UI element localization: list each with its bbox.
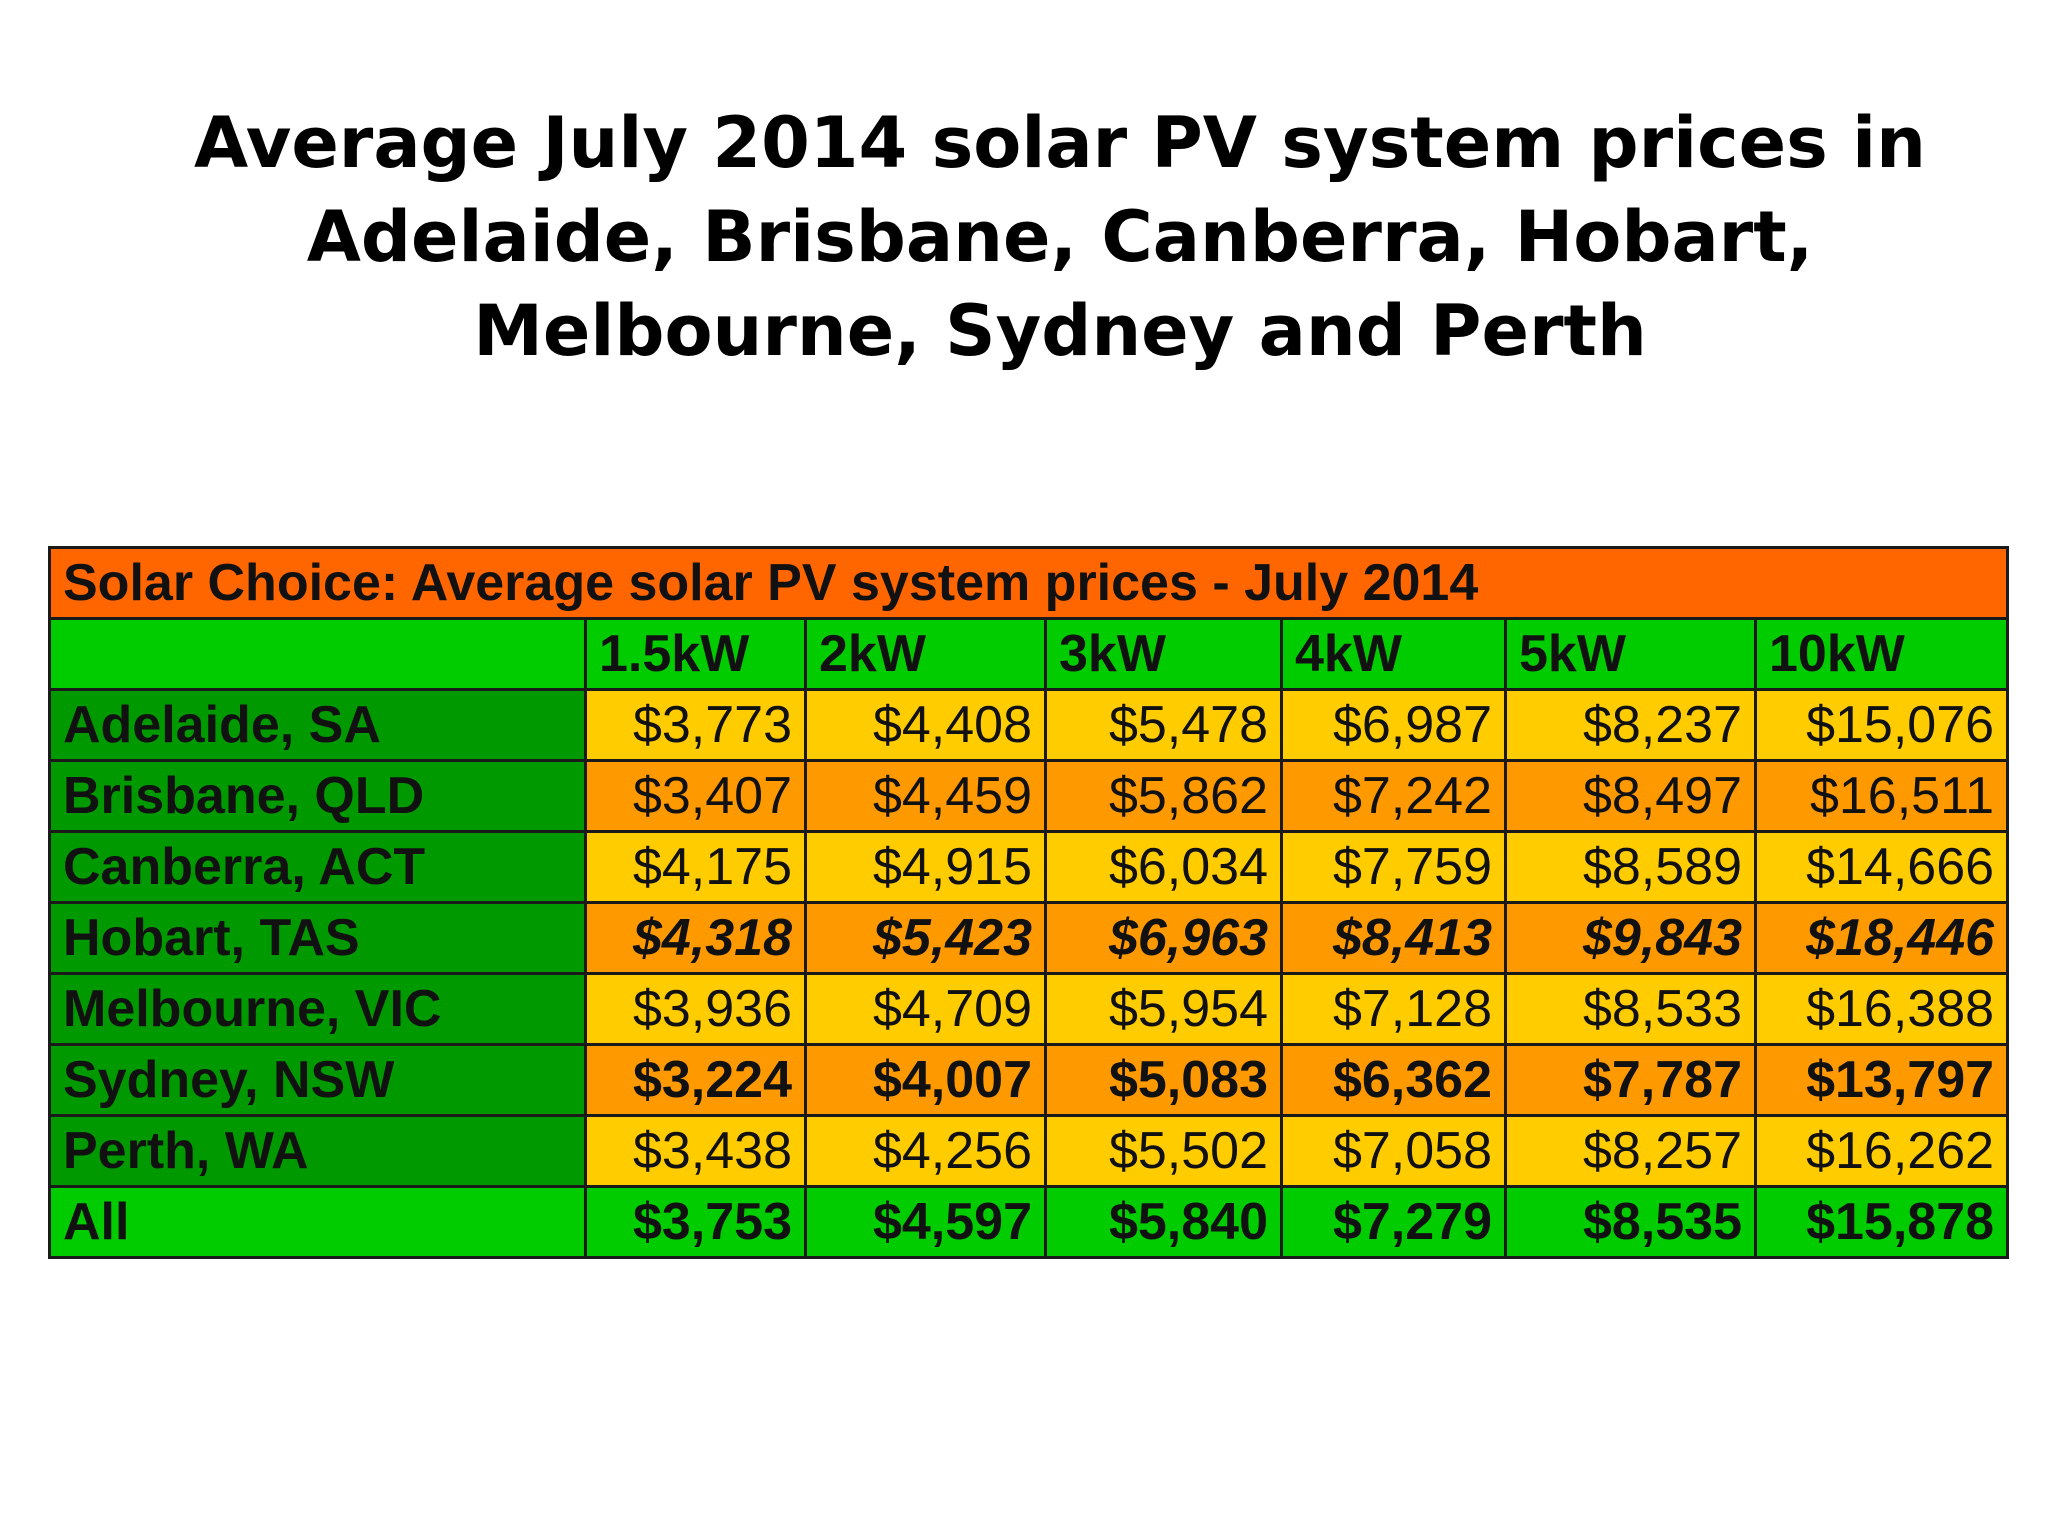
price-cell: $5,423 (804, 901, 1047, 975)
price-cell: $6,362 (1280, 1043, 1507, 1117)
price-cell: $16,262 (1753, 1114, 2010, 1188)
price-cell: $6,963 (1044, 901, 1283, 975)
column-header: 4kW (1280, 617, 1507, 691)
price-cell: $4,007 (804, 1043, 1047, 1117)
price-cell: $5,954 (1044, 972, 1283, 1046)
price-cell: $3,936 (584, 972, 807, 1046)
price-cell: $3,753 (584, 1185, 807, 1259)
price-cell: $9,843 (1504, 901, 1757, 975)
price-cell: $4,256 (804, 1114, 1047, 1188)
price-cell: $6,034 (1044, 830, 1283, 904)
column-header: 5kW (1504, 617, 1757, 691)
price-cell: $8,589 (1504, 830, 1757, 904)
city-cell: All (48, 1185, 587, 1259)
column-header: 2kW (804, 617, 1047, 691)
column-header: 10kW (1753, 617, 2010, 691)
price-cell: $5,502 (1044, 1114, 1283, 1188)
price-cell: $8,497 (1504, 759, 1757, 833)
price-cell: $7,242 (1280, 759, 1507, 833)
price-cell: $4,408 (804, 688, 1047, 762)
price-cell: $8,237 (1504, 688, 1757, 762)
price-cell: $6,987 (1280, 688, 1507, 762)
city-cell: Sydney, NSW (48, 1043, 587, 1117)
price-cell: $5,840 (1044, 1185, 1283, 1259)
price-cell: $4,175 (584, 830, 807, 904)
table-row: Hobart, TAS $4,318 $5,423 $6,963 $8,413 $9,84… (48, 901, 2010, 975)
price-cell: $4,709 (804, 972, 1047, 1046)
city-cell: Brisbane, QLD (48, 759, 587, 833)
price-cell: $4,459 (804, 759, 1047, 833)
price-cell: $4,597 (804, 1185, 1047, 1259)
price-cell: $5,083 (1044, 1043, 1283, 1117)
city-cell: Canberra, ACT (48, 830, 587, 904)
table-header-row: 1.5kW 2kW 3kW 4kW 5kW 10kW (48, 617, 2010, 691)
city-cell: Perth, WA (48, 1114, 587, 1188)
table-row: Perth, WA $3,438 $4,256 $5,502 $7,058 $8,257 $… (48, 1114, 2010, 1188)
price-cell: $16,511 (1753, 759, 2010, 833)
price-cell: $8,413 (1280, 901, 1507, 975)
price-cell: $7,128 (1280, 972, 1507, 1046)
price-table: Solar Choice: Average solar PV system pr… (47, 546, 2010, 1259)
price-cell: $14,666 (1753, 830, 2010, 904)
table-row: All $3,753 $4,597 $5,840 $7,279 $8,535 $15,878 (48, 1185, 2010, 1259)
header-corner-cell (48, 617, 587, 691)
price-cell: $4,915 (804, 830, 1047, 904)
table-caption-row: Solar Choice: Average solar PV system pr… (47, 546, 2010, 620)
price-cell: $3,773 (584, 688, 807, 762)
price-cell: $8,533 (1504, 972, 1757, 1046)
table-row: Adelaide, SA $3,773 $4,408 $5,478 $6,987 $8,2… (48, 688, 2010, 762)
price-cell: $3,224 (584, 1043, 807, 1117)
price-cell: $15,878 (1753, 1185, 2010, 1259)
price-cell: $13,797 (1753, 1043, 2010, 1117)
table-caption: Solar Choice: Average solar PV system pr… (47, 546, 2010, 620)
price-cell: $4,318 (584, 901, 807, 975)
price-cell: $5,478 (1044, 688, 1283, 762)
column-header: 1.5kW (584, 617, 807, 691)
price-cell: $7,058 (1280, 1114, 1507, 1188)
price-table-wrapper: Solar Choice: Average solar PV system pr… (47, 546, 2010, 1259)
city-cell: Melbourne, VIC (48, 972, 587, 1046)
price-cell: $15,076 (1753, 688, 2010, 762)
price-cell: $8,257 (1504, 1114, 1757, 1188)
price-cell: $3,407 (584, 759, 807, 833)
price-table-body: Solar Choice: Average solar PV system pr… (47, 546, 2010, 1259)
price-cell: $5,862 (1044, 759, 1283, 833)
price-cell: $3,438 (584, 1114, 807, 1188)
city-cell: Hobart, TAS (48, 901, 587, 975)
price-cell: $8,535 (1504, 1185, 1757, 1259)
price-cell: $7,787 (1504, 1043, 1757, 1117)
column-header: 3kW (1044, 617, 1283, 691)
slide-title: Average July 2014 solar PV system prices… (194, 102, 1926, 372)
price-cell: $18,446 (1753, 901, 2010, 975)
table-row: Melbourne, VIC $3,936 $4,709 $5,954 $7,128 $8… (48, 972, 2010, 1046)
table-row: Brisbane, QLD $3,407 $4,459 $5,862 $7,242 $8,… (48, 759, 2010, 833)
table-row: Sydney, NSW $3,224 $4,007 $5,083 $6,362 $7,78… (48, 1043, 2010, 1117)
table-row: Canberra, ACT $4,175 $4,915 $6,034 $7,759 $8,… (48, 830, 2010, 904)
price-cell: $7,759 (1280, 830, 1507, 904)
city-cell: Adelaide, SA (48, 688, 587, 762)
price-cell: $16,388 (1753, 972, 2010, 1046)
price-cell: $7,279 (1280, 1185, 1507, 1259)
